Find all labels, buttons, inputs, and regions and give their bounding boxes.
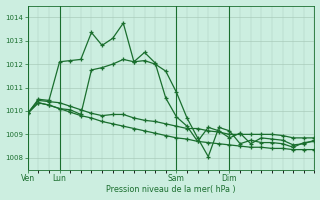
X-axis label: Pression niveau de la mer( hPa ): Pression niveau de la mer( hPa ) xyxy=(106,185,236,194)
